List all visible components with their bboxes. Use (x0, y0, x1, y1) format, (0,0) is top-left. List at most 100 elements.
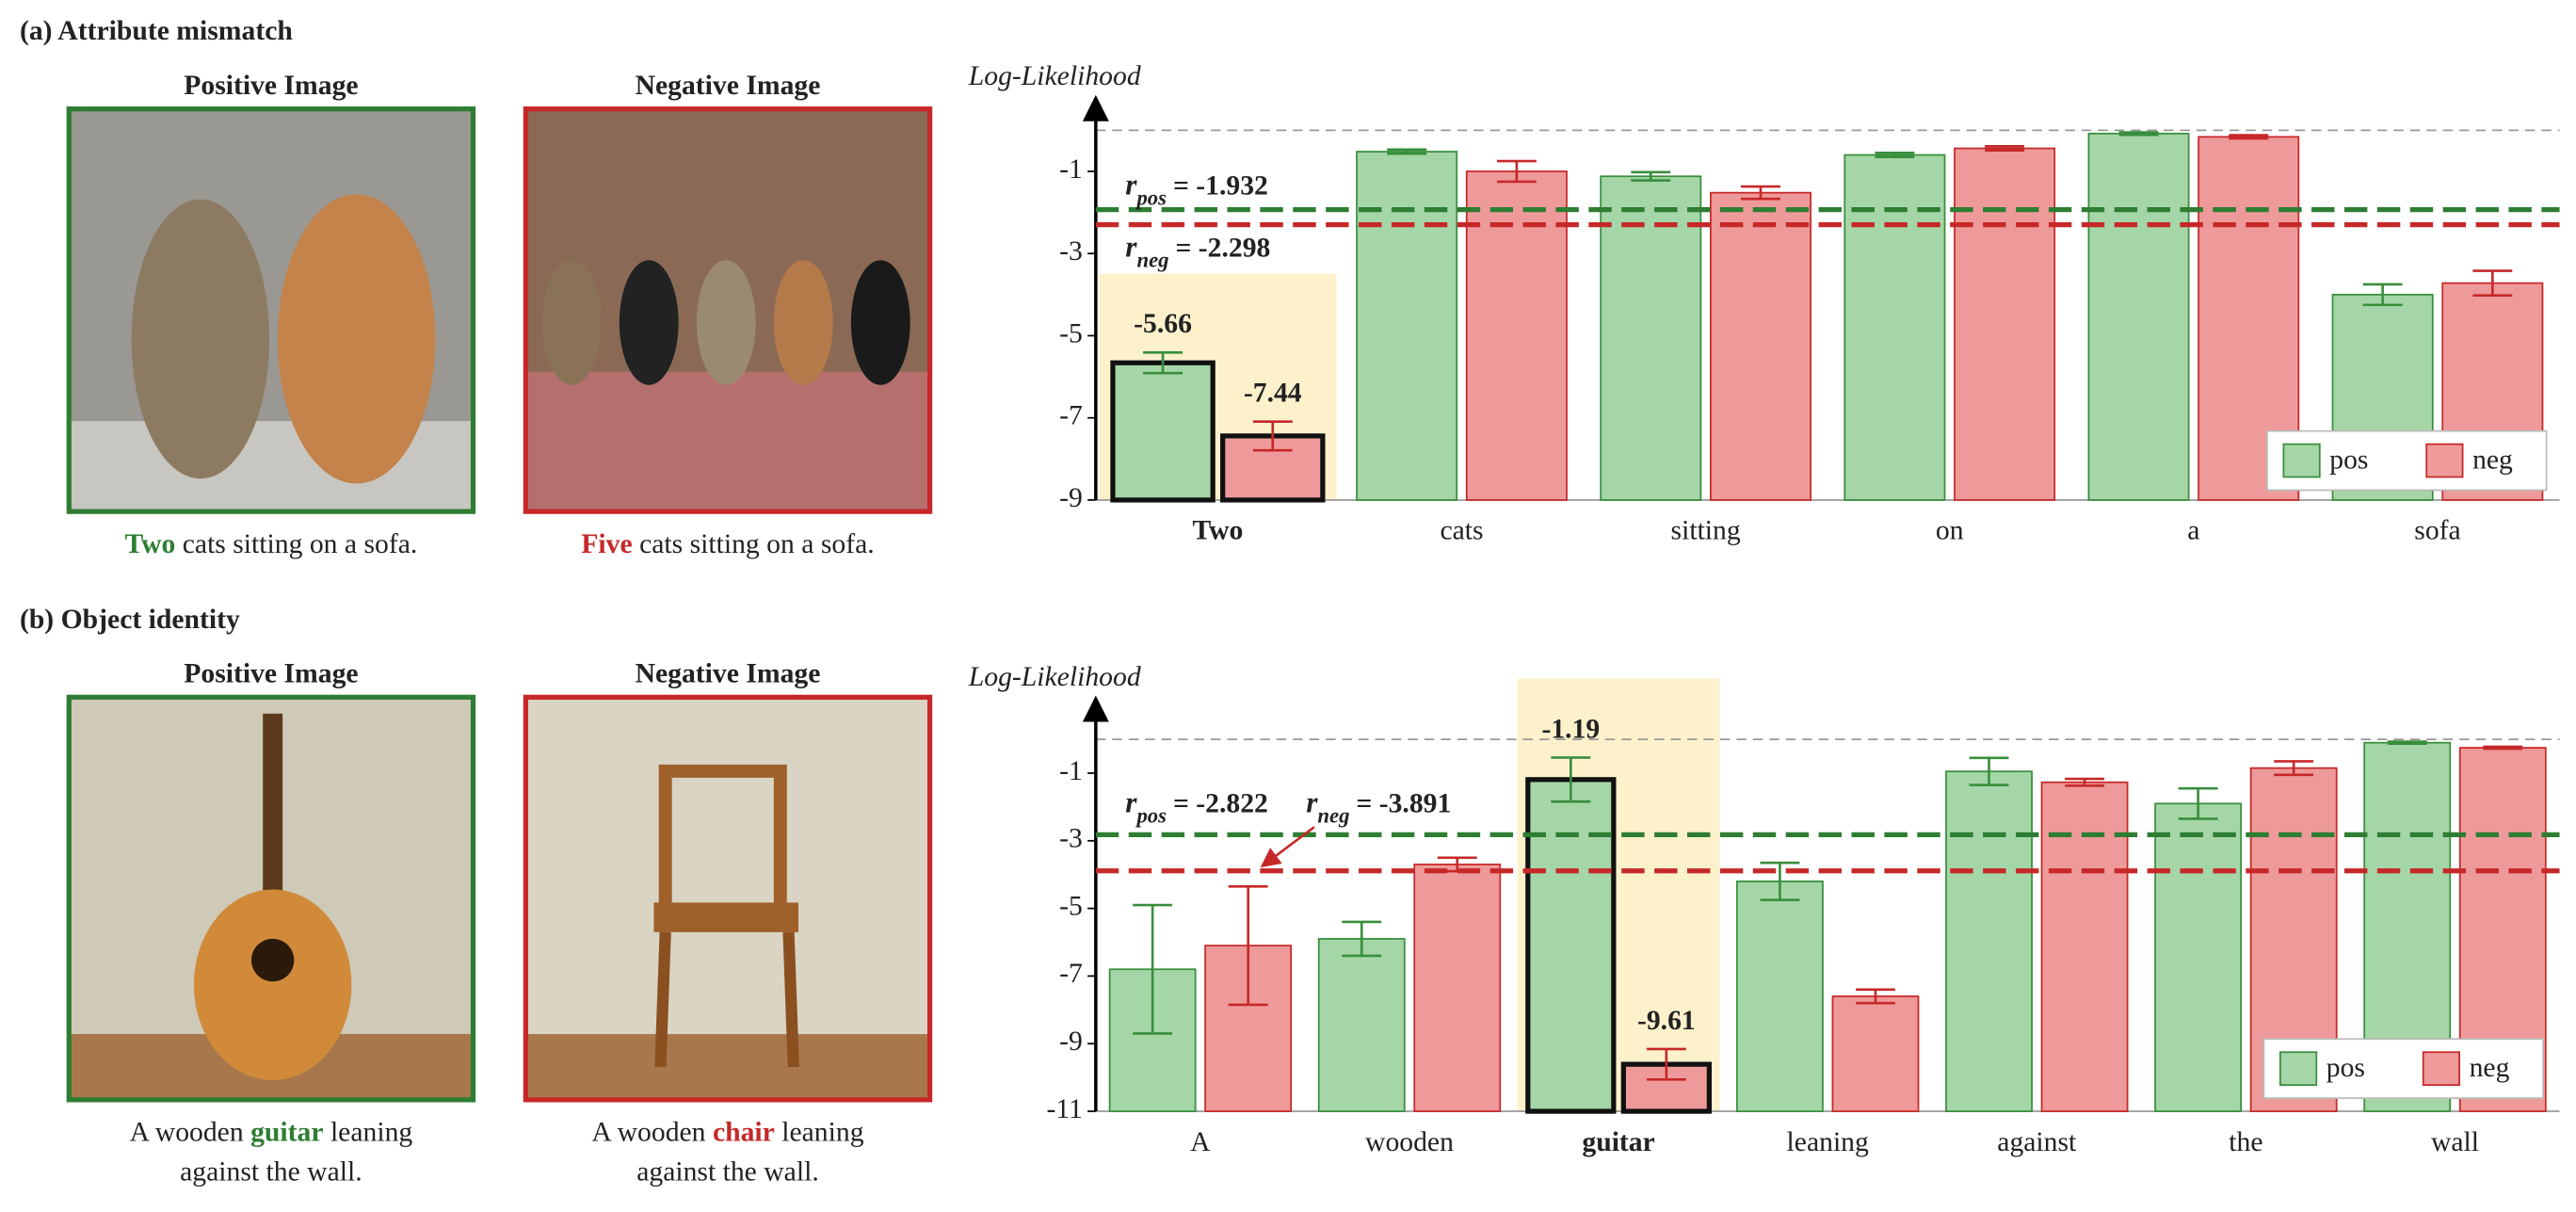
y-tick-label: -1 (1059, 154, 1083, 185)
x-tick-label: wall (2431, 1127, 2479, 1157)
image-frame (523, 694, 933, 1103)
caption-part: leaning (775, 1117, 864, 1147)
error-bar (2472, 269, 2513, 298)
caption-part: leaning (324, 1117, 413, 1147)
legend-label: neg (2472, 445, 2513, 476)
panel-label: (a) Attribute mismatch (20, 16, 293, 46)
error-bar (1631, 170, 1671, 182)
y-tick-label: -3 (1059, 824, 1083, 854)
ref-arrow (1260, 826, 1315, 868)
error-bar (1875, 152, 1915, 159)
legend-swatch (2425, 443, 2464, 478)
bar (1843, 154, 1946, 501)
caption: against the wall. (636, 1156, 819, 1187)
ref-subscript: neg (1317, 803, 1349, 827)
image-title: Negative Image (636, 71, 821, 101)
caption-part: against the wall. (180, 1156, 362, 1187)
x-tick-label: Two (1192, 516, 1243, 546)
error-bar (2387, 740, 2427, 746)
cat (277, 194, 436, 484)
x-tick-label: A (1190, 1127, 1211, 1157)
ref-label: rneg = -3.891 (1306, 786, 1451, 828)
bar (2087, 132, 2190, 501)
caption: A wooden chair leaning (591, 1117, 863, 1147)
error-bar (1741, 185, 1780, 201)
bar (2040, 781, 2129, 1112)
legend-swatch (2282, 443, 2321, 478)
x-tick-label: sofa (2414, 516, 2460, 546)
caption: Two cats sitting on a sofa. (125, 529, 418, 559)
error-bar (2178, 786, 2218, 820)
caption: against the wall. (180, 1156, 362, 1187)
y-axis-label: Log-Likelihood (968, 662, 1141, 692)
error-bar (2483, 745, 2523, 751)
image-bg (525, 697, 930, 1100)
ref-value: = -2.298 (1175, 234, 1270, 264)
x-tick-label: against (1997, 1127, 2077, 1157)
ref-value: = -3.891 (1356, 788, 1451, 818)
x-tick-label: cats (1440, 516, 1483, 546)
ref-subscript: pos (1135, 803, 1167, 827)
ref-value: = -1.932 (1173, 170, 1268, 201)
guitar-body (193, 889, 352, 1080)
guitar-hole (250, 938, 295, 982)
legend-label: pos (2326, 1053, 2365, 1083)
legend: pos neg (2262, 1038, 2544, 1099)
x-tick-label: sitting (1671, 516, 1741, 546)
ref-symbol: r (1125, 786, 1137, 819)
x-tick-label: the (2229, 1127, 2262, 1157)
caption-part: against the wall. (636, 1156, 819, 1187)
y-tick-label: -7 (1059, 959, 1083, 989)
image-frame (66, 694, 476, 1103)
cat (696, 260, 756, 385)
y-tick-label: -11 (1046, 1094, 1082, 1124)
image (66, 106, 476, 514)
sofa (525, 371, 930, 512)
caption-part: cats sitting on a sofa. (633, 529, 875, 559)
error-bar (1985, 145, 2025, 153)
ref-label: rneg = -2.298 (1125, 231, 1270, 272)
y-axis-label: Log-Likelihood (968, 61, 1141, 91)
caption: Five cats sitting on a sofa. (581, 529, 874, 559)
legend-label: neg (2470, 1053, 2510, 1083)
error-bar (1252, 420, 1293, 452)
ref-label: rpos = -2.822 (1125, 786, 1268, 828)
bar (1413, 864, 1502, 1112)
bar (1736, 881, 1824, 1112)
caption-part: Two (125, 529, 176, 559)
bar (1317, 938, 1406, 1112)
error-bar (1387, 148, 1427, 155)
cat (850, 260, 910, 385)
image-frame (523, 106, 933, 514)
y-tick-label: -7 (1059, 401, 1083, 431)
cat (619, 260, 679, 385)
error-bar (1496, 159, 1537, 184)
bar (1525, 777, 1617, 1114)
error-bar (1133, 903, 1173, 1035)
bar (1110, 360, 1216, 503)
caption-part: A wooden (130, 1117, 251, 1147)
caption-part: Five (581, 529, 632, 559)
chair-seat (653, 902, 799, 932)
ref-symbol: r (1125, 169, 1137, 202)
bar (1831, 995, 1920, 1112)
error-bar (1551, 756, 1591, 803)
x-tick-label: leaning (1787, 1127, 1869, 1157)
error-bar (1969, 756, 2009, 786)
image (523, 694, 933, 1103)
caption: A wooden guitar leaning (130, 1117, 413, 1147)
image (66, 694, 476, 1103)
y-tick-label: -9 (1059, 483, 1083, 513)
caption-part: chair (713, 1117, 775, 1147)
x-tick-label: on (1936, 516, 1964, 546)
ref-subscript: pos (1135, 186, 1167, 209)
cat (131, 199, 270, 479)
caption-part: A wooden (591, 1117, 713, 1147)
bar (1465, 170, 1568, 501)
y-tick-label: -1 (1059, 756, 1083, 786)
legend: pos neg (2266, 429, 2548, 492)
y-tick-label: -3 (1059, 236, 1083, 267)
error-bar (2229, 134, 2269, 140)
value-label: -5.66 (1134, 309, 1192, 339)
